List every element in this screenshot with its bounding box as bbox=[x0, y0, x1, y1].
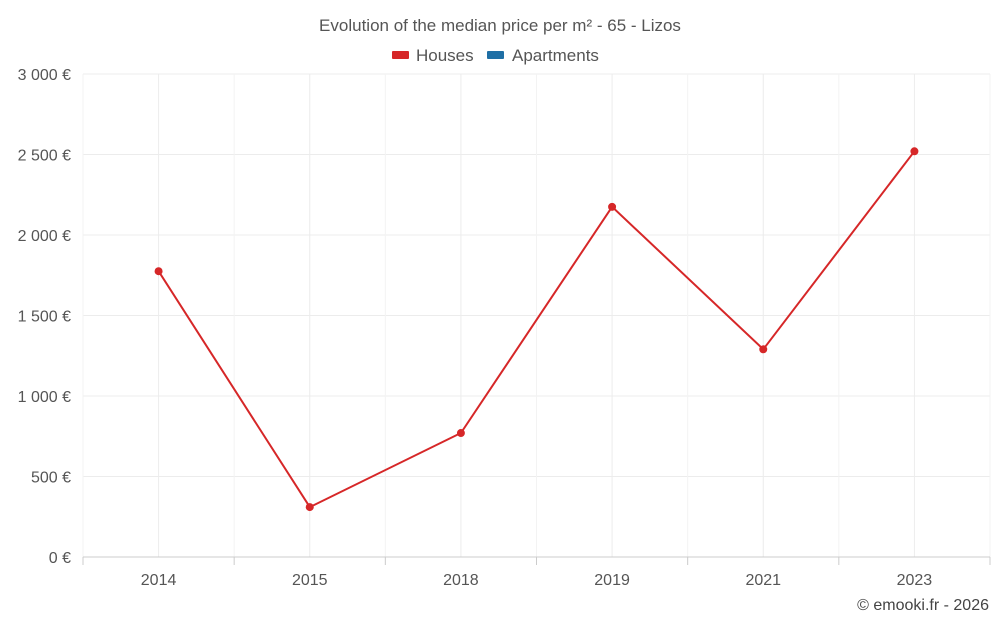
credit: © emooki.fr - 2026 bbox=[857, 597, 989, 614]
y-tick-label: 1 500 € bbox=[18, 309, 71, 326]
chart-title: Evolution of the median price per m² - 6… bbox=[319, 16, 681, 35]
series bbox=[154, 147, 919, 512]
data-point[interactable] bbox=[910, 147, 919, 156]
y-tick-label: 500 € bbox=[31, 470, 71, 487]
x-tick-label: 2019 bbox=[594, 572, 630, 589]
data-point[interactable] bbox=[305, 503, 314, 512]
legend-item-houses[interactable]: Houses bbox=[392, 46, 474, 65]
grid bbox=[82, 73, 991, 557]
legend: Houses Apartments bbox=[392, 46, 599, 65]
x-tick-label: 2021 bbox=[745, 572, 781, 589]
series-line-houses bbox=[157, 150, 916, 509]
legend-swatch-houses bbox=[392, 51, 409, 59]
y-tick-label: 3 000 € bbox=[18, 67, 71, 84]
x-tick-label: 2023 bbox=[897, 572, 933, 589]
y-tick-label: 2 000 € bbox=[18, 228, 71, 245]
legend-label-houses: Houses bbox=[416, 46, 474, 65]
x-tick-label: 2014 bbox=[141, 572, 177, 589]
y-tick-label: 0 € bbox=[49, 550, 71, 567]
x-tick-label: 2015 bbox=[292, 572, 328, 589]
data-point[interactable] bbox=[759, 345, 768, 354]
y-tick-label: 2 500 € bbox=[18, 148, 71, 165]
axes: 0 € 500 € 1 000 € 1 500 € 2 000 € 2 500 € 3 00… bbox=[18, 67, 991, 589]
y-tick-label: 1 000 € bbox=[18, 389, 71, 406]
data-point[interactable] bbox=[608, 202, 617, 211]
legend-label-apartments: Apartments bbox=[512, 46, 599, 65]
data-point[interactable] bbox=[154, 267, 163, 276]
legend-item-apartments[interactable]: Apartments bbox=[487, 46, 599, 65]
legend-swatch-apartments bbox=[487, 51, 504, 59]
x-tick-label: 2018 bbox=[443, 572, 479, 589]
data-point[interactable] bbox=[456, 429, 465, 438]
